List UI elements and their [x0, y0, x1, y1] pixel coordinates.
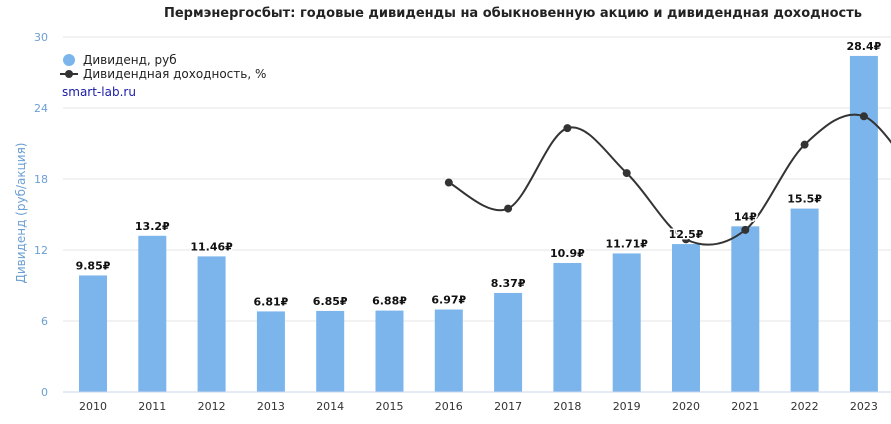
- legend-marker-bar: [63, 54, 75, 66]
- legend-marker-dot: [65, 70, 73, 78]
- x-tick-label: 2023: [850, 400, 878, 413]
- legend-label-dividend: Дивиденд, руб: [83, 53, 177, 67]
- bar-value-label: 14₽: [734, 210, 757, 223]
- bar[interactable]: [672, 244, 700, 392]
- y-axis: 0 6 12 18 24 30: [34, 31, 48, 399]
- bar[interactable]: [790, 208, 819, 392]
- source-link[interactable]: smart-lab.ru: [62, 85, 136, 99]
- bar[interactable]: [612, 253, 641, 392]
- yield-point[interactable]: [504, 204, 513, 213]
- bar[interactable]: [197, 256, 226, 392]
- bar[interactable]: [316, 310, 345, 392]
- bar[interactable]: [553, 263, 582, 392]
- x-tick-label: 2010: [79, 400, 107, 413]
- bar-value-label: 11.46₽: [190, 240, 233, 253]
- x-tick-label: 2022: [791, 400, 819, 413]
- bar-value-label: 13.2₽: [135, 220, 170, 233]
- y-tick-label: 30: [34, 31, 48, 44]
- chart-title: Пермэнергосбыт: годовые дивиденды на обы…: [164, 6, 862, 21]
- x-tick-label: 2021: [731, 400, 759, 413]
- yield-point[interactable]: [563, 124, 572, 133]
- y-tick-label: 24: [34, 102, 48, 115]
- yield-point[interactable]: [800, 140, 809, 149]
- bar[interactable]: [434, 309, 463, 392]
- bar-value-label: 6.85₽: [313, 295, 348, 308]
- bar[interactable]: [731, 226, 760, 392]
- x-tick-label: 2015: [376, 400, 404, 413]
- x-tick-label: 2020: [672, 400, 700, 413]
- x-axis: 2010 2011 2012 2013 2014 2015 2016 2017 2018 2019…: [79, 400, 878, 413]
- x-tick-label: 2017: [494, 400, 522, 413]
- legend-item-dividend[interactable]: Дивиденд, руб: [63, 53, 177, 67]
- x-tick-label: 2016: [435, 400, 463, 413]
- bar-value-label: 28.4₽: [847, 40, 882, 53]
- yield-point[interactable]: [741, 225, 750, 234]
- yield-point[interactable]: [859, 112, 868, 121]
- bar-value-label: 10.9₽: [550, 247, 585, 260]
- x-tick-label: 2018: [553, 400, 581, 413]
- bar[interactable]: [375, 310, 404, 392]
- bar[interactable]: [256, 311, 285, 392]
- bar-value-label: 6.97₽: [431, 294, 466, 307]
- data-labels: 9.85₽ 13.2₽ 11.46₽ 6.81₽ 6.85₽ 6.88₽ 6.97₽ 8.37…: [74, 38, 883, 309]
- bar-value-label: 9.85₽: [76, 259, 111, 272]
- bar-value-label: 15.5₽: [787, 193, 822, 206]
- x-tick-label: 2014: [316, 400, 344, 413]
- y-tick-label: 0: [41, 386, 48, 399]
- yield-point[interactable]: [444, 178, 453, 187]
- x-tick-label: 2019: [613, 400, 641, 413]
- legend: Дивиденд, руб Дивидендная доходность, %: [60, 53, 266, 81]
- y-tick-label: 12: [34, 244, 48, 257]
- y-tick-label: 6: [41, 315, 48, 328]
- bar[interactable]: [79, 275, 107, 392]
- legend-item-yield[interactable]: Дивидендная доходность, %: [60, 67, 266, 81]
- line-series: [444, 112, 891, 246]
- bar-value-label: 11.71₽: [605, 237, 648, 250]
- x-tick-label: 2011: [138, 400, 166, 413]
- x-tick-label: 2012: [198, 400, 226, 413]
- y-axis-label: Дивиденд (руб/акция): [14, 143, 28, 284]
- bar-value-label: 8.37₽: [491, 277, 526, 290]
- bar-series: [79, 55, 878, 392]
- yield-line: [448, 113, 891, 246]
- bar[interactable]: [138, 235, 167, 392]
- legend-label-yield: Дивидендная доходность, %: [83, 67, 266, 81]
- bar[interactable]: [494, 292, 523, 392]
- yield-point[interactable]: [682, 235, 690, 244]
- yield-point[interactable]: [622, 169, 631, 178]
- y-tick-label: 18: [34, 173, 48, 186]
- x-tick-label: 2013: [257, 400, 285, 413]
- bar-value-label: 6.88₽: [372, 295, 407, 308]
- bar-value-label: 12.5₽: [669, 228, 704, 241]
- bar[interactable]: [849, 55, 878, 392]
- bar-value-label: 6.81₽: [254, 295, 289, 308]
